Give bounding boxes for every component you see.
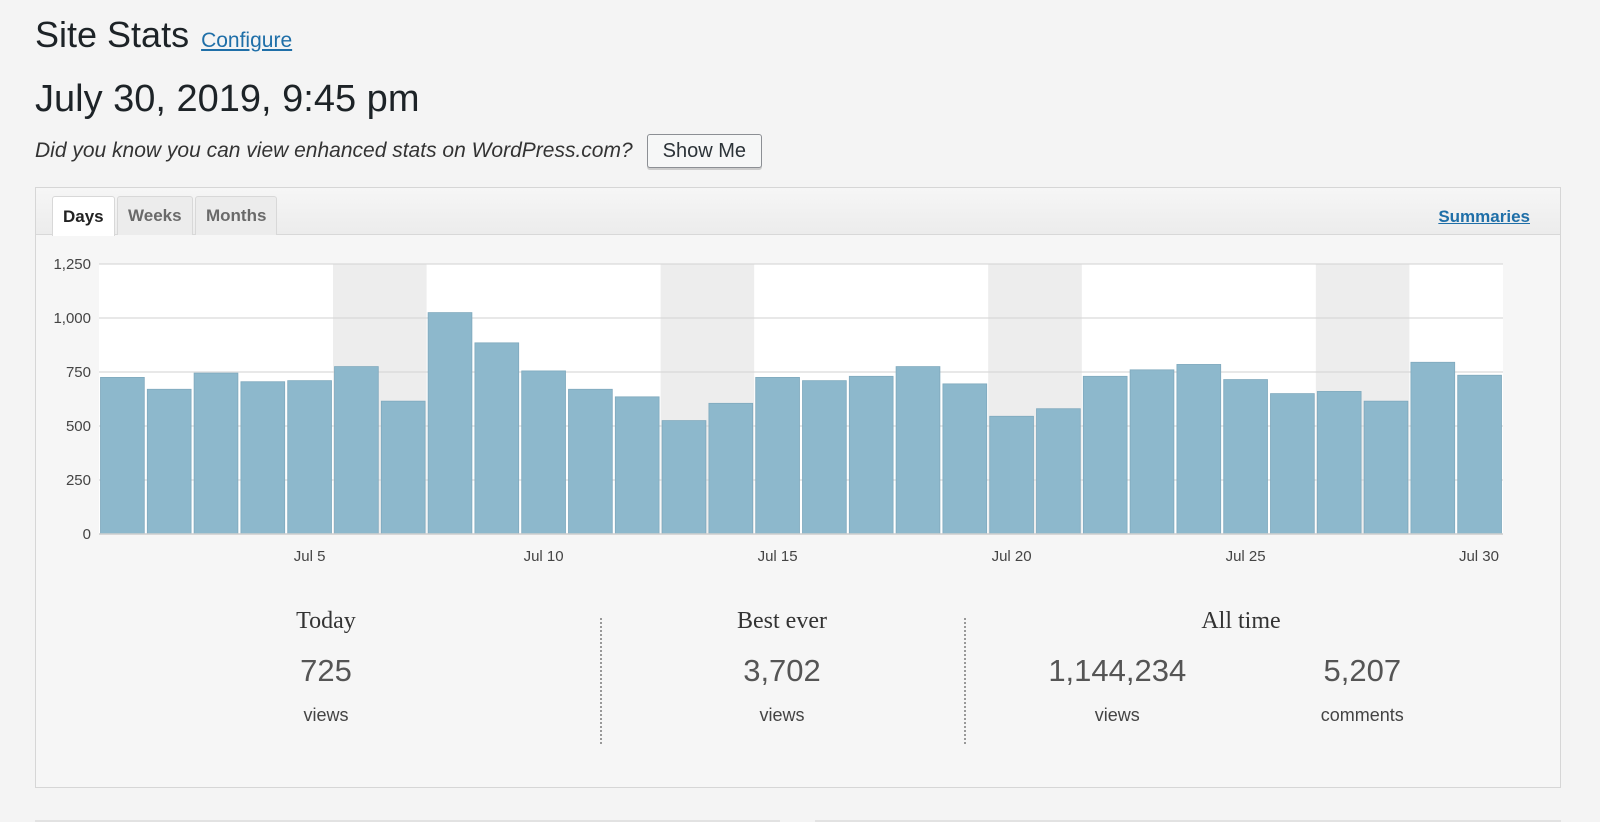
y-tick-label: 1,000	[53, 310, 91, 327]
stat-all-time-comments: 5,207 comments	[1284, 635, 1441, 726]
stat-best-ever-unit: views	[759, 705, 805, 725]
stat-today: Today 725 views	[226, 608, 426, 726]
bar	[146, 388, 192, 535]
tab-weeks[interactable]: Weeks	[117, 196, 193, 235]
x-tick-label: Jul 25	[1226, 548, 1266, 565]
stat-today-heading: Today	[296, 608, 356, 634]
promo-row: Did you know you can view enhanced stats…	[35, 134, 763, 168]
bar	[942, 383, 988, 535]
stat-all-time-views-value: 1,144,234	[1048, 653, 1187, 688]
title-row: Site Stats Configure	[35, 14, 292, 56]
summaries-link[interactable]: Summaries	[1438, 207, 1530, 226]
stat-all-time-views-unit: views	[1094, 705, 1140, 725]
stats-panel: Days Weeks Months Summaries 0 250 500 750 1,…	[35, 187, 1561, 788]
stat-all-time-comments-unit: comments	[1320, 705, 1404, 725]
configure-link[interactable]: Configure	[201, 29, 293, 52]
bar	[802, 380, 847, 535]
x-tick-label: Jul 15	[758, 548, 798, 565]
bar	[474, 342, 520, 535]
bar	[1316, 391, 1362, 535]
bar	[287, 380, 332, 535]
bar	[614, 396, 660, 535]
bar	[1363, 400, 1409, 535]
stat-all-time-views: 1,144,234 views	[1041, 635, 1194, 726]
bar	[1176, 364, 1222, 535]
stat-best-ever-value: 3,702	[743, 653, 821, 688]
bar	[1410, 361, 1456, 535]
bar	[895, 366, 941, 535]
bar	[1270, 393, 1315, 535]
bottom-panel-edge	[35, 820, 780, 822]
bar	[848, 375, 894, 535]
bar	[427, 312, 473, 535]
tab-days[interactable]: Days	[52, 196, 115, 236]
tab-months[interactable]: Months	[195, 196, 278, 235]
bar	[755, 376, 800, 535]
page-title: Site Stats	[35, 14, 190, 55]
bar	[989, 415, 1034, 535]
y-tick-label: 1,250	[53, 256, 91, 273]
bottom-panel-edge	[815, 820, 1561, 822]
stat-divider	[964, 618, 966, 744]
y-tick-label: 750	[66, 364, 91, 381]
bar	[1457, 374, 1502, 535]
x-tick-label: Jul 10	[524, 548, 564, 565]
bar	[193, 372, 239, 535]
stat-divider	[600, 618, 602, 744]
bar	[708, 402, 754, 535]
y-tick-label: 250	[66, 472, 91, 489]
x-tick-label: Jul 30	[1459, 548, 1499, 565]
current-datetime: July 30, 2019, 9:45 pm	[35, 78, 420, 120]
stat-best-ever-heading: Best ever	[737, 608, 827, 634]
bar	[100, 376, 145, 535]
stat-today-unit: views	[303, 705, 349, 725]
bar	[334, 366, 379, 535]
stat-all-time-heading: All time	[1201, 608, 1281, 634]
bar	[661, 420, 707, 535]
stat-all-time-values: 1,144,234 views 5,207 comments	[1041, 635, 1441, 726]
daily-views-chart: 0 250 500 750 1,000 1,250 Jul 5 Jul 10 Jul 15 Jul…	[53, 256, 1503, 565]
x-tick-label: Jul 20	[992, 548, 1032, 565]
stat-all-time-comments-value: 5,207	[1323, 653, 1402, 688]
bar	[1082, 375, 1128, 535]
y-tick-label: 500	[66, 418, 91, 435]
bar	[568, 388, 613, 535]
y-tick-label: 0	[83, 526, 91, 543]
stat-all-time: All time 1,144,234 views 5,207 comments	[1041, 608, 1441, 726]
stat-today-value: 725	[300, 653, 352, 688]
bar	[1223, 379, 1268, 535]
bar	[521, 370, 566, 535]
bar	[1036, 408, 1081, 535]
promo-text: Did you know you can view enhanced stats…	[35, 139, 633, 162]
period-tab-bar: Days Weeks Months Summaries	[36, 188, 1560, 236]
x-tick-label: Jul 5	[294, 548, 326, 565]
bar	[380, 400, 426, 535]
bar	[240, 381, 286, 535]
bar	[1129, 369, 1175, 535]
show-me-button[interactable]: Show Me	[646, 134, 763, 168]
stat-best-ever: Best ever 3,702 views	[682, 608, 882, 726]
stats-summary: Today 725 views Best ever 3,702 views Al…	[36, 608, 1560, 768]
